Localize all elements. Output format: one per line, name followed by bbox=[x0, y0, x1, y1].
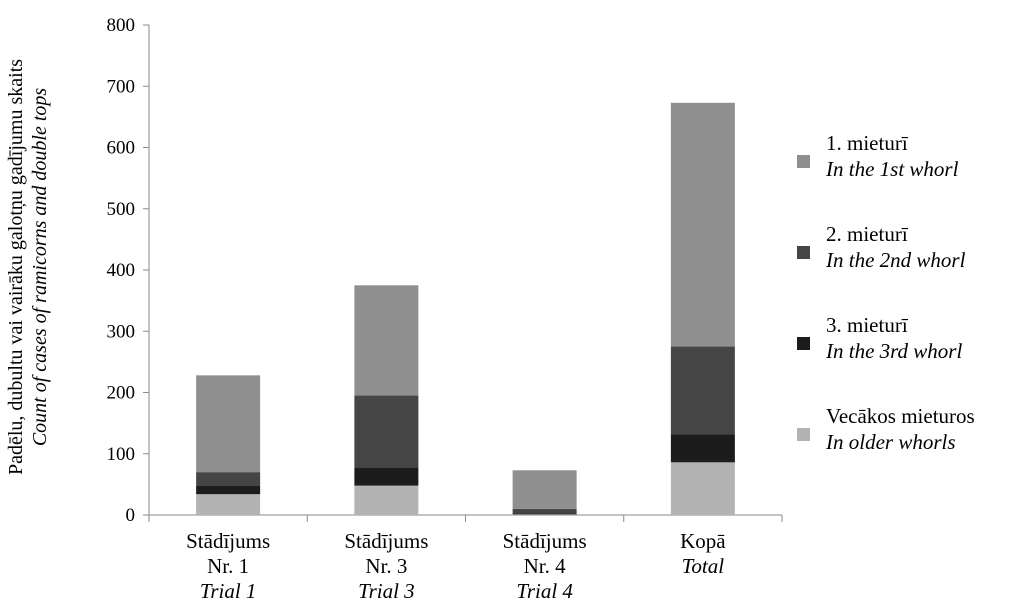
y-axis-label-english: Count of cases of ramicorns and double t… bbox=[29, 88, 51, 447]
y-axis-title: Padēlu, dubultu vai vairāku galotņu gadī… bbox=[5, 59, 51, 475]
x-category-label-line: Nr. 1 bbox=[207, 554, 249, 578]
x-category-label: Stādījums Nr. 3 Trial 3 bbox=[344, 529, 428, 603]
bar-segment bbox=[670, 434, 735, 463]
x-category-label: Stādījums Nr. 4 Trial 4 bbox=[503, 529, 587, 603]
legend-label-english: In the 1st whorl bbox=[825, 157, 959, 181]
bar-segment bbox=[670, 462, 735, 515]
x-category-label-line: Trial 4 bbox=[516, 579, 573, 603]
bar-segment bbox=[670, 346, 735, 435]
legend-label-english: In older whorls bbox=[825, 430, 956, 454]
y-tick-label: 100 bbox=[107, 444, 136, 465]
y-tick-label: 200 bbox=[107, 383, 136, 404]
legend-label: 2. mieturī bbox=[826, 222, 909, 246]
legend-label: 1. mieturī bbox=[826, 131, 909, 155]
x-category-label: Stādījums Nr. 1 Trial 1 bbox=[186, 529, 270, 603]
y-tick-label: 400 bbox=[107, 260, 136, 281]
x-category-label-line: Stādījums bbox=[186, 529, 270, 553]
x-category-label-line: Kopā bbox=[680, 529, 726, 553]
y-tick-label: 500 bbox=[107, 199, 136, 220]
bar-segment bbox=[512, 513, 577, 515]
y-tick-label: 0 bbox=[126, 505, 136, 526]
bar-segment bbox=[196, 494, 261, 515]
x-category-label-line: Total bbox=[682, 554, 725, 578]
legend-label: 3. mieturī bbox=[826, 313, 909, 337]
x-category-label-line: Nr. 3 bbox=[365, 554, 407, 578]
bar-segment bbox=[354, 285, 419, 396]
legend-label-english: In the 2nd whorl bbox=[825, 248, 966, 272]
legend-swatch bbox=[797, 246, 810, 259]
bar-segment bbox=[196, 485, 261, 495]
x-category-label-line: Trial 3 bbox=[358, 579, 415, 603]
y-axis-label: Padēlu, dubultu vai vairāku galotņu gadī… bbox=[5, 59, 27, 475]
x-category-label-line: Stādījums bbox=[503, 529, 587, 553]
legend-swatch bbox=[797, 155, 810, 168]
bar-segment bbox=[512, 514, 577, 515]
bar-segment bbox=[670, 102, 735, 347]
bar-segment bbox=[196, 375, 261, 473]
legend-label-english: In the 3rd whorl bbox=[825, 339, 962, 363]
bar-segment bbox=[512, 508, 577, 514]
legend-swatch bbox=[797, 428, 810, 441]
y-tick-label: 800 bbox=[107, 15, 136, 36]
bar-segment bbox=[196, 472, 261, 486]
y-tick-label: 300 bbox=[107, 321, 136, 342]
x-category-label-line: Stādījums bbox=[344, 529, 428, 553]
y-tick-label: 700 bbox=[107, 76, 136, 97]
legend-swatch bbox=[797, 337, 810, 350]
x-category-label-line: Trial 1 bbox=[200, 579, 257, 603]
legend-label: Vecākos mieturos bbox=[826, 404, 975, 428]
y-tick-label: 600 bbox=[107, 138, 136, 159]
x-category-label: Kopā Total bbox=[680, 529, 726, 578]
bar-segment bbox=[354, 467, 419, 486]
bar-segment bbox=[354, 395, 419, 468]
bar-segment bbox=[354, 485, 419, 515]
x-category-label-line: Nr. 4 bbox=[524, 554, 567, 578]
bar-segment bbox=[512, 470, 577, 509]
